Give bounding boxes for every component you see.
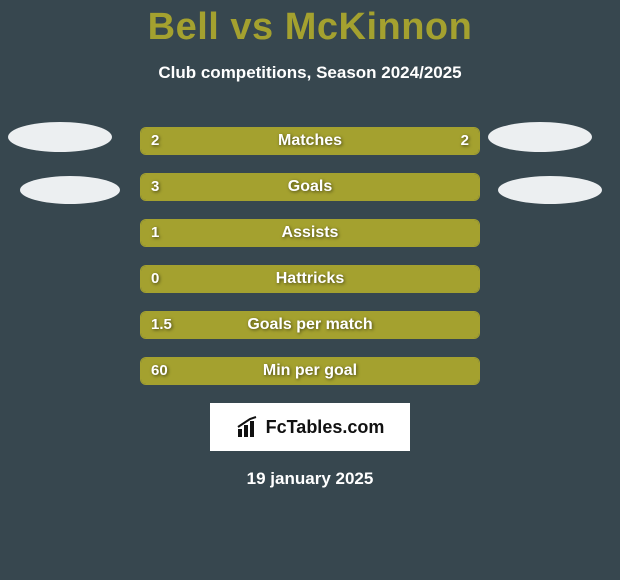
stat-row: 22Matches	[140, 127, 480, 155]
stat-row: 1.5Goals per match	[140, 311, 480, 339]
stat-bar-left	[141, 266, 479, 292]
stat-value-left: 1	[141, 220, 169, 247]
stat-bar-left	[141, 220, 479, 246]
decorative-ellipse	[20, 176, 120, 204]
logo-text: FcTables.com	[266, 417, 385, 438]
stats-panel: 22Matches3Goals1Assists0Hattricks1.5Goal…	[140, 127, 480, 385]
stat-value-right: 2	[451, 128, 479, 155]
stat-bar-left	[141, 312, 479, 338]
stat-bar-left	[141, 358, 479, 384]
decorative-ellipse	[8, 122, 112, 152]
footer-date: 19 january 2025	[0, 469, 620, 489]
stat-value-left: 3	[141, 174, 169, 201]
stat-value-left: 1.5	[141, 312, 182, 339]
stat-row: 3Goals	[140, 173, 480, 201]
stat-row: 0Hattricks	[140, 265, 480, 293]
page-subtitle: Club competitions, Season 2024/2025	[0, 63, 620, 83]
fctables-logo-icon	[236, 415, 260, 439]
stat-value-left: 2	[141, 128, 169, 155]
stat-value-left: 60	[141, 358, 178, 385]
stat-row: 1Assists	[140, 219, 480, 247]
decorative-ellipse	[498, 176, 602, 204]
stat-row: 60Min per goal	[140, 357, 480, 385]
logo-badge: FcTables.com	[210, 403, 410, 451]
decorative-ellipse	[488, 122, 592, 152]
stat-bar-left	[141, 174, 479, 200]
stat-value-left: 0	[141, 266, 169, 293]
page-title: Bell vs McKinnon	[0, 0, 620, 49]
